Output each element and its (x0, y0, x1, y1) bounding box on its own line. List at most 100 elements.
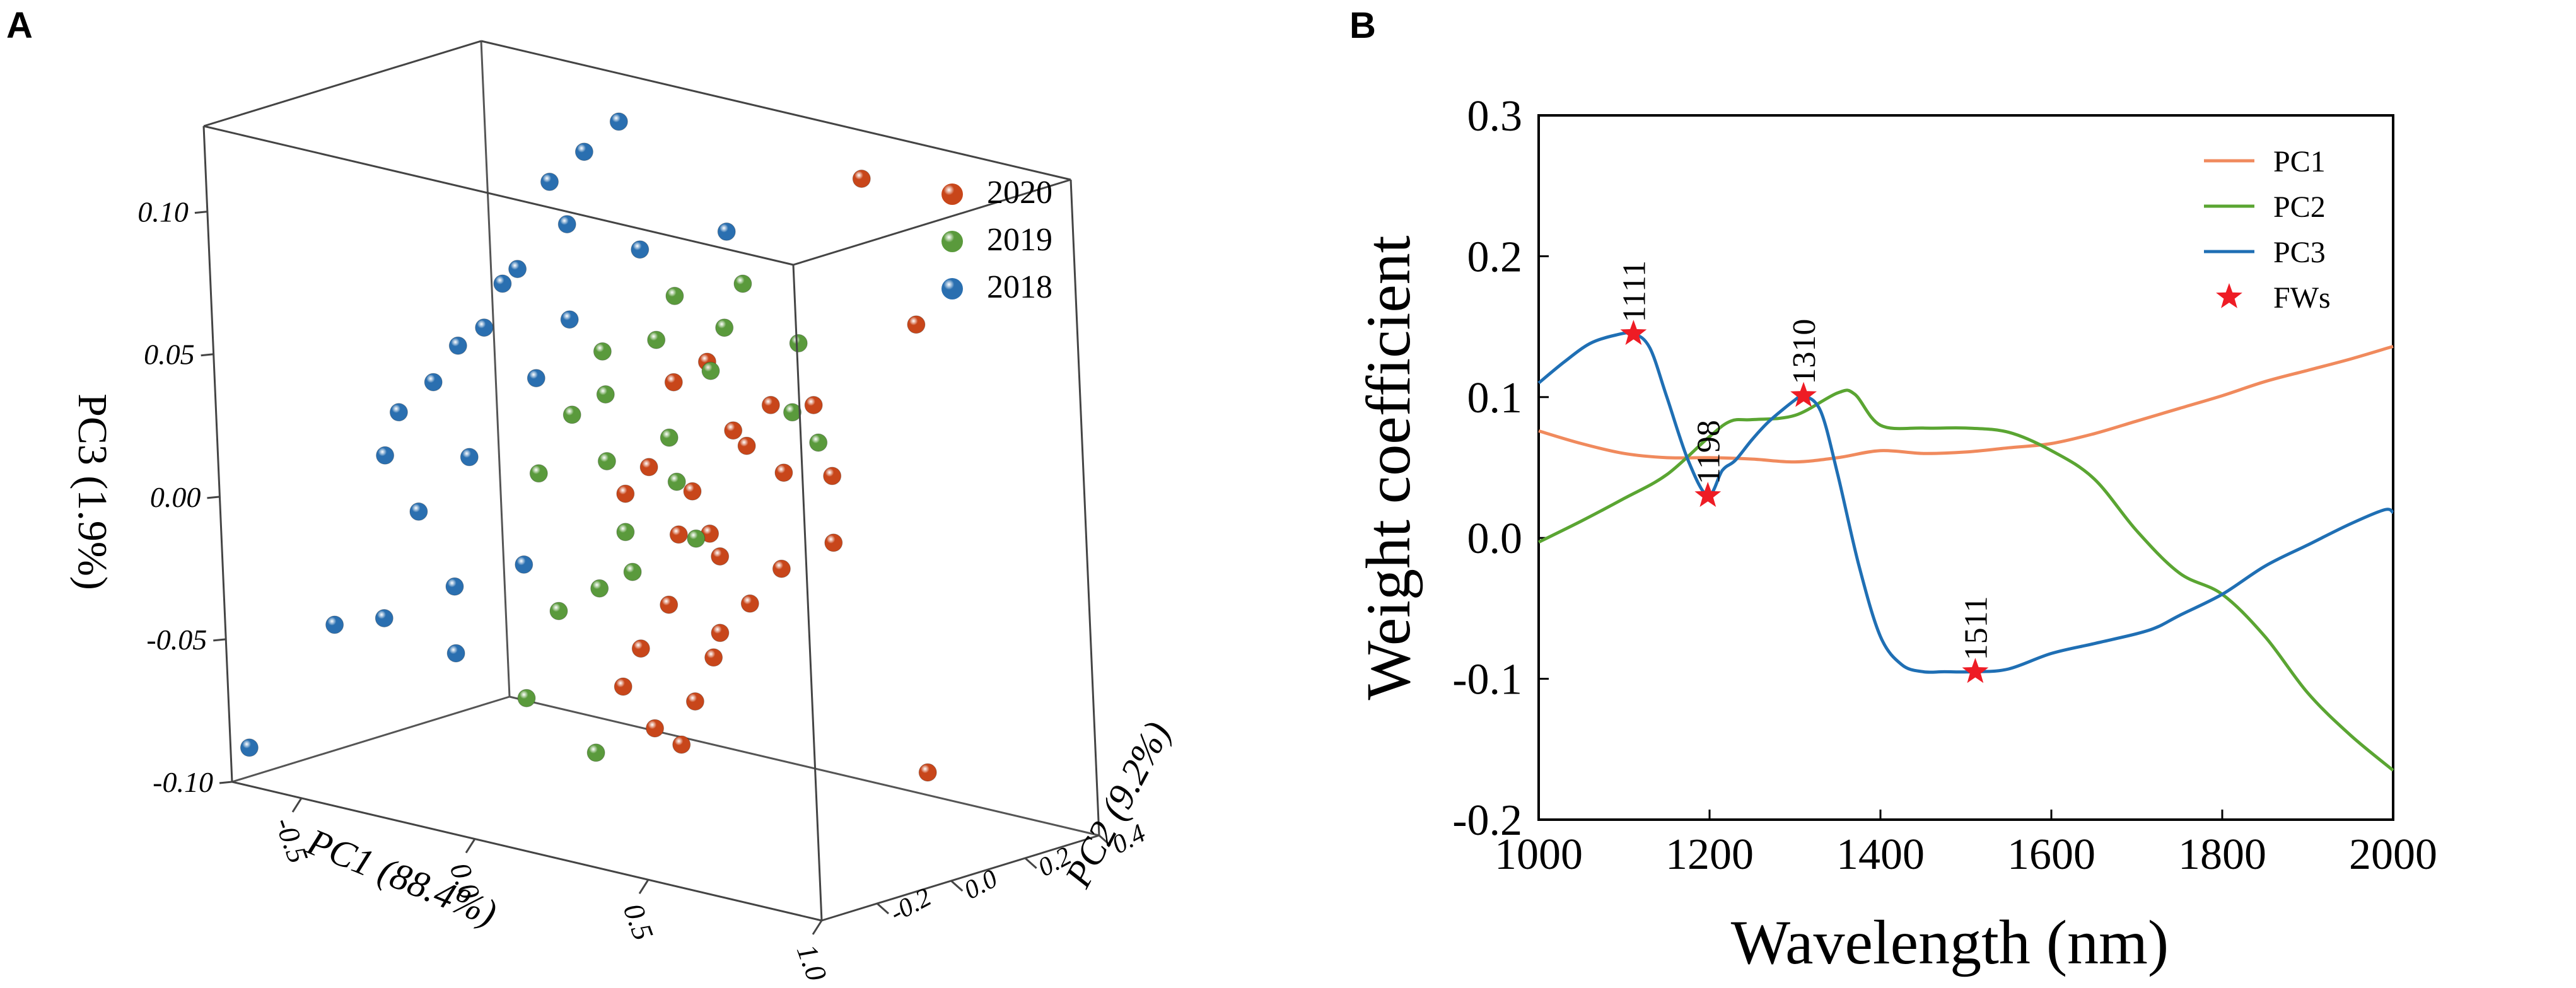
pc3-axis-label: PC3 (1.9%) (69, 393, 115, 590)
box-edge (203, 40, 482, 127)
scatter-point-2018 (475, 318, 494, 337)
scatter-point-2018 (493, 274, 512, 293)
x-tick-mark (291, 798, 303, 813)
series-line-pc3 (1537, 331, 2394, 674)
scatter-point-2019 (597, 452, 616, 470)
legend-label-fws: FWs (2273, 281, 2331, 315)
y-tick-label: 0.0 (1467, 514, 1523, 563)
y-tick-mark (950, 880, 964, 892)
fw-label-1111: 1111 (1616, 260, 1652, 322)
box-edge (793, 178, 1071, 266)
legend-star-fws (2216, 283, 2242, 308)
scatter-point-2020 (672, 735, 691, 754)
series-lines (1537, 331, 2394, 772)
scatter-point-2018 (460, 448, 479, 467)
box-edge (203, 125, 794, 266)
scatter-point-2018 (325, 615, 344, 634)
legend-marker-2018 (941, 278, 963, 299)
scatter-point-2019 (789, 334, 808, 352)
legend-label-pc2: PC2 (2273, 190, 2326, 224)
scatter-point-2020 (761, 395, 780, 414)
scatter-point-2020 (683, 482, 702, 501)
x-tick-label: 1000 (1495, 830, 1583, 879)
scatter-point-2020 (631, 639, 650, 658)
legend-label-2018: 2018 (987, 269, 1052, 305)
box-edge (202, 125, 233, 782)
scatter-point-2019 (529, 464, 548, 483)
scatter-point-2020 (804, 396, 823, 414)
scatter-point-2018 (389, 403, 408, 422)
box-front-edges (202, 40, 1100, 922)
scatter-point-2020 (907, 315, 926, 334)
fw-label-1198: 1198 (1691, 420, 1727, 484)
scatter-point-2020 (772, 559, 791, 578)
y-tick-label: 0.2 (1467, 233, 1523, 281)
scatter-point-2018 (445, 577, 464, 596)
fw-star-1310 (1790, 381, 1817, 407)
scatter-point-2018 (527, 369, 545, 388)
scatter-point-2020 (724, 421, 743, 440)
scatter-point-2019 (647, 330, 666, 349)
scatter-point-2020 (646, 719, 664, 738)
x-tick-mark (812, 920, 823, 935)
scatter-point-2020 (704, 648, 723, 667)
series-line-pc1 (1538, 345, 2394, 464)
scatter-point-2019 (586, 743, 605, 762)
wavelength-axis-label: Wavelength (nm) (1731, 907, 2169, 977)
plot-frame (1537, 114, 2394, 821)
x-tick-label: 0.5 (617, 899, 660, 944)
box-edge (481, 40, 1071, 181)
scatter-point-2019 (665, 286, 684, 305)
legend-label-2020: 2020 (987, 175, 1052, 211)
scatter-point-2020 (824, 533, 843, 552)
scatter-point-2018 (560, 310, 579, 329)
legend-label-2019: 2019 (987, 222, 1052, 258)
scatter-point-2019 (687, 529, 706, 548)
scatter-point-2020 (669, 525, 688, 544)
fw-label-1511: 1511 (1958, 596, 1994, 660)
scatter-point-2018 (574, 142, 593, 161)
scatter-point-2018 (375, 609, 393, 627)
box-edge (480, 40, 511, 697)
scatter-point-2020 (685, 692, 704, 711)
fw-star-1511 (1962, 658, 1989, 683)
fw-star-1198 (1694, 482, 1722, 507)
scatter-point-2019 (549, 602, 568, 620)
legend-marker-2019 (941, 231, 963, 252)
panel-a-letter: A (6, 5, 33, 46)
z-tick-label: -0.05 (146, 624, 207, 656)
x-tick-label: 1800 (2178, 830, 2266, 879)
scatter-point-2019 (517, 689, 536, 707)
y-tick-label: 0.1 (1467, 374, 1523, 422)
panel-b-line-chart: B 1000 1200 1400 1600 1800 2000 -0.2 -0.1 0.0 0.1… (1349, 5, 2437, 977)
scatter-point-2018 (409, 502, 428, 521)
box-edge (231, 781, 822, 922)
y-tick-mark (877, 902, 889, 915)
scatter-point-2020 (740, 594, 759, 613)
scatter-point-2020 (711, 624, 730, 642)
x-tick-mark (465, 838, 476, 854)
scatter-point-2019 (733, 274, 752, 293)
scatter-point-2020 (639, 458, 658, 477)
legend-marker-2020 (941, 183, 963, 205)
z-tick-label: 0.00 (150, 481, 201, 513)
scatter-point-2019 (623, 562, 642, 581)
scatter-point-2018 (540, 172, 559, 191)
scatter-point-2020 (664, 373, 683, 392)
scatter-point-2018 (424, 373, 443, 392)
x-tick-label: 1400 (1836, 830, 1925, 879)
z-tick-mark (194, 211, 208, 214)
y-tick-mark (1099, 834, 1111, 847)
scatter-point-2018 (376, 446, 395, 465)
z-tick-mark (201, 353, 214, 357)
scatter-point-2018 (508, 260, 527, 279)
scatter-point-2018 (515, 555, 533, 574)
fw-star-1111 (1620, 320, 1647, 346)
panel-a-legend: 2020 2019 2018 (941, 175, 1052, 305)
z-tick-label: -0.10 (153, 766, 213, 798)
scatter-point-2020 (918, 763, 937, 782)
scatter-point-2018 (446, 644, 465, 663)
scatter-point-2018 (717, 222, 736, 241)
scatter-point-2018 (448, 336, 467, 355)
z-tick-label: 0.05 (144, 339, 195, 371)
